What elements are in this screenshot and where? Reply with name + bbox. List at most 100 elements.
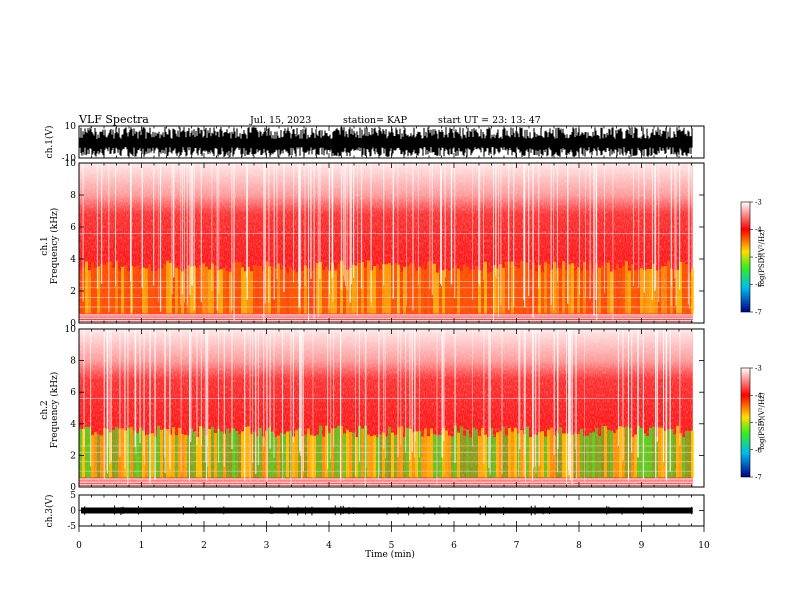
ch1spec-band-column — [133, 266, 136, 314]
ch1spec-band-column — [178, 268, 181, 314]
ch2spec-band-column — [505, 436, 508, 478]
y-tick-label: 2 — [70, 287, 76, 297]
ch2spec-band-column — [445, 430, 448, 478]
ch1spec-band-column — [610, 271, 613, 314]
y-tick-label: 0 — [70, 507, 76, 517]
y-tick-label: 10 — [65, 122, 77, 132]
ch1spec-band-column — [268, 266, 271, 314]
ch2spec-band-column — [229, 433, 232, 478]
ch1spec-band-column — [391, 265, 394, 314]
y-tick-label: 10 — [65, 325, 77, 335]
ch1spec-band-column — [538, 265, 541, 314]
ch2spec-band-column — [646, 435, 649, 478]
ch2spec-band-column — [277, 435, 280, 478]
colorbar-tick-label: -3 — [755, 199, 762, 207]
ch1spec-band-column — [196, 267, 199, 314]
ch1spec-band-column — [529, 269, 532, 314]
ch2spec-band-column — [427, 436, 430, 478]
ch1spec-band-column — [142, 267, 145, 314]
ch2spec-band-column — [442, 427, 445, 478]
ch2spec-band-column — [484, 434, 487, 478]
y-tick-label: 0 — [70, 483, 76, 493]
ch1spec-band-column — [343, 264, 346, 314]
ch1spec-band-column — [574, 270, 577, 314]
ch1spec-band-column — [454, 265, 457, 314]
colorbar-2 — [740, 367, 751, 478]
ch2spec-band-column — [355, 437, 358, 478]
ch2spec-band-column — [535, 434, 538, 478]
colorbar-tick-label: -5 — [755, 254, 762, 262]
ch2spec-band-column — [688, 430, 691, 478]
ch1spec-band-column — [382, 264, 385, 314]
ch1spec-band-column — [598, 267, 601, 314]
ch1spec-band-column — [163, 264, 166, 314]
ch1spec-band-column — [295, 272, 298, 314]
ch1spec-band-column — [556, 268, 559, 314]
ch1spec-band-column — [565, 269, 568, 314]
ch2spec-band-column — [523, 434, 526, 478]
ch2spec-band-column — [628, 427, 631, 478]
ch2spec-band-column — [193, 431, 196, 478]
ch1spec-band-column — [586, 269, 589, 314]
ch1spec-band-column — [403, 266, 406, 314]
ch1spec-band-column — [100, 263, 103, 314]
ch2spec-band-column — [475, 429, 478, 478]
ch2spec-band-column — [463, 435, 466, 478]
ch2spec-band-column — [292, 436, 295, 478]
ch1spec-band-column — [175, 267, 178, 314]
ch1spec-band-column — [481, 270, 484, 314]
ch1spec-band-column — [286, 272, 289, 314]
ch2spec-band-column — [94, 432, 97, 478]
ch1spec-band-column — [187, 265, 190, 314]
ch2spec-band-column — [514, 427, 517, 478]
ch1spec-band-column — [250, 271, 253, 314]
ch1spec-band-column — [670, 268, 673, 314]
ch1spec-band-column — [628, 270, 631, 314]
ch1spec-band-column — [376, 264, 379, 314]
ch2spec-band-column — [631, 436, 634, 478]
ch2spec-band-column — [220, 431, 223, 478]
ch1spec-band-column — [289, 268, 292, 314]
ch1spec-band-column — [640, 268, 643, 314]
ch1spec-band-column — [664, 265, 667, 314]
ch2spec-band-column — [232, 428, 235, 478]
ch2spec-band-column — [121, 428, 124, 478]
ch1spec-band-column — [463, 264, 466, 314]
ch2spec-band-column — [256, 436, 259, 478]
ch1spec-band-column — [139, 268, 142, 314]
ch1spec-band-column — [691, 268, 694, 314]
ch2spec-band-column — [634, 434, 637, 478]
ch1spec-band-column — [223, 267, 226, 314]
ch2spec-band-column — [124, 430, 127, 478]
ch1spec-band-column — [292, 270, 295, 314]
ch2spec-band-column — [328, 433, 331, 478]
ch1spec-band-column — [214, 266, 217, 314]
ch1spec-band-column — [430, 261, 433, 314]
ch1spec-band-column — [388, 262, 391, 314]
ch2spec-band-column — [184, 434, 187, 478]
ch1spec-band-column — [202, 263, 205, 314]
start-time-label: start UT = 23: 13: 47 — [438, 115, 541, 126]
ch1spec-band-column — [514, 266, 517, 314]
ch1spec-band-column — [85, 261, 88, 314]
y-tick-label: 6 — [70, 223, 76, 233]
ch2spec-band-column — [307, 428, 310, 478]
ch1spec-band-column — [634, 270, 637, 314]
ch2spec-band-column — [544, 436, 547, 478]
ch1spec-band-column — [535, 271, 538, 314]
ch1spec-band-column — [145, 268, 148, 314]
ch1spec-band-column — [190, 266, 193, 314]
ch1spec-band-column — [121, 266, 124, 314]
colorbar-tick-label: -7 — [755, 474, 762, 482]
ch1spec-band-column — [673, 270, 676, 314]
y-tick-label: 10 — [65, 159, 77, 169]
ch2spec-band-column — [382, 432, 385, 478]
colorbar-tick-label: -5 — [755, 419, 762, 427]
ch1spec-band-column — [622, 265, 625, 314]
ch1spec-band-column — [220, 269, 223, 314]
ch1spec-band-column — [667, 261, 670, 314]
ch1spec-band-column — [364, 267, 367, 314]
ch2spec-band-column — [259, 427, 262, 478]
ch2spec-band-column — [325, 425, 328, 478]
ch2spec-band-column — [457, 432, 460, 478]
